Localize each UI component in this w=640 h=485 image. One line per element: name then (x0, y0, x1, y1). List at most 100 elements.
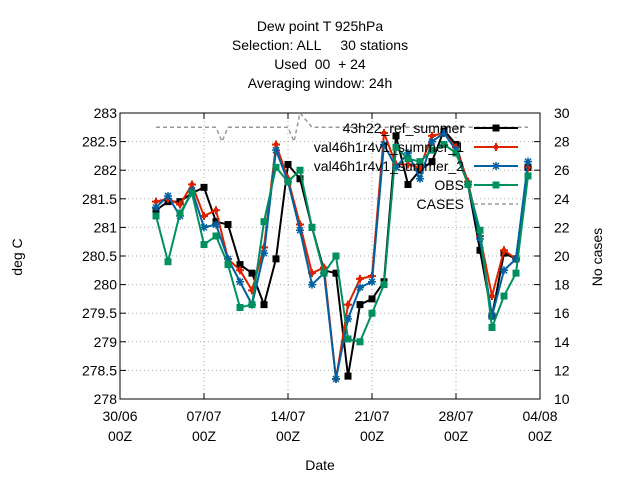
data-point-core (430, 133, 434, 138)
y2-tick-label: 24 (554, 191, 570, 207)
data-point-core (406, 162, 410, 167)
legend-marker (492, 124, 500, 132)
data-point (248, 301, 256, 309)
x-tick-label: 00Z (108, 428, 133, 444)
data-point (224, 221, 232, 229)
data-point (176, 209, 184, 217)
y2-tick-label: 10 (554, 391, 570, 407)
y-tick-label: 278 (94, 391, 118, 407)
y2-axis-label: No cases (589, 228, 605, 286)
data-point-core (418, 165, 422, 170)
y2-tick-label: 20 (554, 248, 570, 264)
data-point-core (405, 150, 411, 156)
data-point (368, 309, 376, 317)
data-point-core (382, 131, 386, 136)
data-point-core (369, 279, 375, 284)
data-point (476, 226, 484, 234)
y-tick-label: 282.5 (82, 134, 117, 150)
x-tick-label: 00Z (276, 428, 301, 444)
legend-label: val46h1r4v1_summer_1 (314, 139, 464, 155)
data-point-core (358, 276, 362, 281)
x-tick-label: 21/07 (354, 408, 389, 424)
data-point (428, 158, 436, 166)
x-tick-label: 00Z (192, 428, 217, 444)
data-point (188, 189, 196, 197)
grid (120, 113, 540, 399)
legend-marker-core (494, 145, 498, 149)
data-point (164, 258, 172, 266)
legend-marker (492, 181, 500, 189)
data-point (284, 160, 292, 168)
y-tick-label: 283 (94, 105, 118, 121)
y2-tick-label: 26 (554, 162, 570, 178)
data-point (428, 146, 436, 154)
data-point-core (273, 147, 279, 153)
data-point (392, 143, 400, 151)
legend: 43h22_ref_summer val46h1r4v1_summer_1 val4… (314, 120, 518, 212)
y-axis-label: deg C (9, 238, 25, 275)
series (152, 111, 532, 383)
y2-tick-label: 12 (554, 362, 570, 378)
data-point-core (333, 376, 339, 382)
data-point (320, 269, 328, 277)
data-point-core (250, 288, 254, 293)
x-tick-label: 00Z (528, 428, 553, 444)
data-point-core (501, 268, 507, 273)
data-point-core (238, 268, 242, 273)
data-point-core (345, 316, 351, 322)
data-point-core (153, 205, 159, 210)
data-point-core (381, 142, 387, 147)
data-point (272, 163, 280, 171)
data-point-core (297, 228, 303, 233)
series-line (155, 143, 529, 343)
data-point-core (154, 199, 158, 204)
data-point (200, 183, 208, 191)
data-point (284, 178, 292, 186)
data-point (308, 223, 316, 231)
data-point (224, 261, 232, 269)
data-point (404, 155, 412, 163)
data-point (404, 181, 412, 188)
data-point (236, 303, 244, 311)
series-3 (152, 140, 532, 346)
y-tick-label: 278.5 (82, 362, 117, 378)
title-line: Averaging window: 24h (248, 75, 393, 91)
data-point-core (346, 302, 350, 307)
y-tick-label: 280.5 (82, 248, 117, 264)
data-point-core (357, 285, 363, 290)
data-point-core (441, 130, 447, 136)
legend-label: CASES (417, 196, 464, 212)
y2-tick-label: 16 (554, 305, 570, 321)
x-tick-label: 14/07 (270, 408, 305, 424)
data-point (152, 212, 160, 220)
x-tick-label: 00Z (444, 428, 469, 444)
x-tick-label: 04/08 (522, 408, 557, 424)
data-point (524, 172, 532, 180)
y-tick-label: 281 (94, 219, 118, 235)
y2-tick-label: 18 (554, 277, 570, 293)
data-point-core (274, 142, 278, 147)
y-tick-label: 282 (94, 162, 118, 178)
data-point (296, 166, 304, 174)
data-point-core (417, 176, 423, 181)
y2-tick-label: 30 (554, 105, 570, 121)
x-tick-label: 28/07 (438, 408, 473, 424)
data-point (368, 295, 376, 303)
x-axis-label: Date (305, 457, 335, 473)
data-point (452, 149, 460, 157)
x-tick-label: 00Z (360, 428, 385, 444)
legend-label: val46h1r4v1_summer_2 (314, 158, 464, 174)
data-point-core (165, 193, 171, 199)
legend-label: 43h22_ref_summer (343, 120, 465, 136)
data-point-core (214, 208, 218, 213)
data-point-core (298, 222, 302, 227)
data-point-core (309, 282, 315, 287)
x-tick-label: 30/06 (102, 408, 137, 424)
data-point (392, 132, 400, 140)
data-point (416, 158, 424, 166)
data-point (212, 232, 220, 240)
y-tick-label: 281.5 (82, 191, 117, 207)
data-point (296, 175, 304, 183)
